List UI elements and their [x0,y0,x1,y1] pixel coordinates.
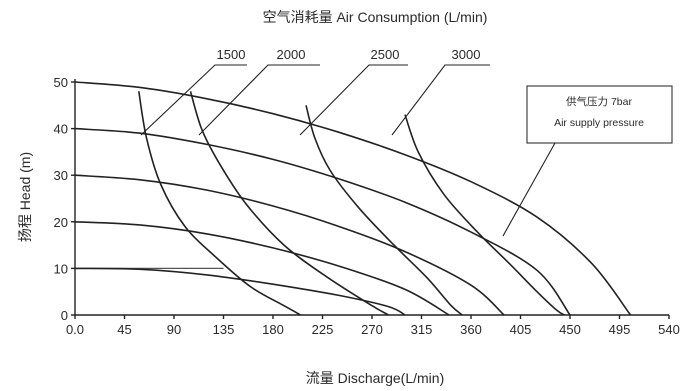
pressure-curve [74,174,505,316]
pressure-curve [74,267,406,316]
consumption-curve-3000 [404,114,565,316]
x-tick-label: 450 [559,322,581,337]
consumption-curve-2000 [189,91,389,316]
chart-title: 空气消耗量 Air Consumption (L/min) [263,9,488,25]
consumption-curve-2500 [305,105,463,316]
consumption-curves [138,91,565,316]
y-tick-labels: 0 10 20 30 40 50 [54,75,75,323]
x-tick-label: 360 [460,322,482,337]
y-axis-label: 扬程 Head (m) [17,152,33,242]
x-tick-label: 270 [361,322,383,337]
y-tick-label: 0 [61,308,68,323]
x-tick-label: 90 [167,322,181,337]
legend-line-1: 供气压力 7bar [566,95,632,108]
y-tick-label: 30 [54,168,68,183]
x-tick-label: 315 [411,322,433,337]
legend-line-2: Air supply pressure [554,117,644,129]
x-tick-label: 180 [262,322,284,337]
callout-1500 [140,64,247,136]
pressure-curve [74,221,450,316]
pressure-curve [74,81,632,316]
label-2500: 2500 [371,47,400,62]
callout-2500 [299,64,408,136]
air-consumption-callouts: 1500 2000 2500 3000 [140,47,556,237]
pressure-curves [74,81,632,316]
x-tick-label: 45 [117,322,131,337]
y-tick-label: 50 [54,75,68,90]
x-axis-label: 流量 Discharge(L/min) [306,370,444,386]
y-tick-label: 20 [54,215,68,230]
x-tick-label: 0.0 [66,322,84,337]
x-tick-label: 225 [312,322,334,337]
callout-2000 [198,64,320,136]
y-tick-label: 40 [54,122,68,137]
x-tick-label: 540 [658,322,680,337]
label-2000: 2000 [277,47,306,62]
x-tick-labels: 0.0 45 90 135 180 225 270 315 360 405 450 495 540 [66,315,680,337]
pressure-curve [74,127,571,316]
x-tick-label: 135 [213,322,235,337]
consumption-curve-1500 [138,91,301,316]
callout-pressure [502,142,556,237]
x-tick-label: 405 [510,322,532,337]
label-1500: 1500 [217,47,246,62]
x-tick-label: 495 [609,322,631,337]
legend-box-border [526,85,673,144]
label-3000: 3000 [452,47,481,62]
y-tick-label: 10 [54,261,68,276]
legend-box: 供气压力 7bar Air supply pressure [526,85,673,144]
callout-3000 [391,64,490,136]
